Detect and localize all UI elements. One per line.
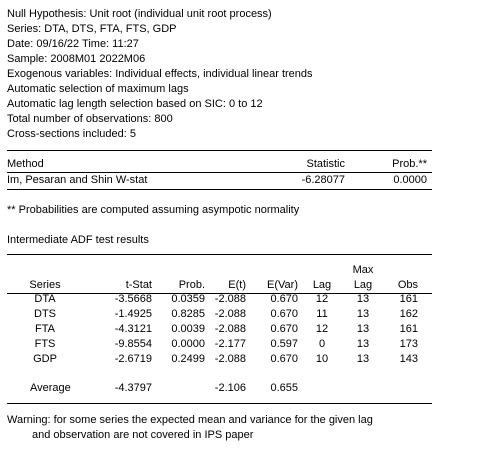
average-tstat: -4.3797 <box>114 382 152 394</box>
footnote: ** Probabilities are computed assuming a… <box>7 204 300 216</box>
col-header-et: E(t) <box>228 279 246 291</box>
warning-line: and observation are not covered in IPS p… <box>32 429 254 441</box>
table-row-tstat: -4.3121 <box>114 323 152 335</box>
table-row-obs: 161 <box>399 323 418 335</box>
table-row-evar: 0.670 <box>270 308 298 320</box>
average-label: Average <box>30 382 71 394</box>
table-row-et: -2.088 <box>214 353 246 365</box>
rule <box>7 150 432 151</box>
rule <box>7 189 432 190</box>
header-line: Exogenous variables: Individual effects,… <box>7 68 313 80</box>
header-line: Sample: 2008M01 2022M06 <box>7 53 146 65</box>
prob-value: 0.0000 <box>393 174 427 186</box>
table-row-obs: 173 <box>399 338 418 350</box>
table-row-lag: 0 <box>318 338 326 350</box>
statistic-header: Statistic <box>306 158 345 170</box>
header-line: Automatic lag length selection based on … <box>7 98 263 110</box>
table-row-lag: 11 <box>316 308 328 320</box>
table-row-lag: 12 <box>315 323 329 335</box>
table-row-lag: 10 <box>315 353 329 365</box>
rule <box>7 403 432 404</box>
rule <box>7 172 432 173</box>
table-row-obs: 162 <box>399 308 418 320</box>
header-line: Total number of observations: 800 <box>7 113 173 125</box>
table-row-prob: 0.0039 <box>171 323 205 335</box>
table-row-et: -2.177 <box>214 338 246 350</box>
col-header-evar: E(Var) <box>267 279 298 291</box>
rule <box>7 254 432 255</box>
col-header-prob: Prob. <box>178 279 205 291</box>
header-line: Automatic selection of maximum lags <box>7 83 189 95</box>
table-row-lag: 12 <box>315 293 329 305</box>
average-et: -2.106 <box>214 382 246 394</box>
col-header-maxlag-top: Max <box>352 264 374 276</box>
prob-header: Prob.** <box>392 158 427 170</box>
header-line: Null Hypothesis: Unit root (individual u… <box>7 8 272 20</box>
table-row-et: -2.088 <box>214 293 246 305</box>
header-line: Cross-sections included: 5 <box>7 128 137 140</box>
col-header-tstat: t-Stat <box>125 279 152 291</box>
warning-line: Warning: for some series the expected me… <box>7 414 373 426</box>
header-line: Date: 09/16/22 Time: 11:27 <box>7 38 139 50</box>
average-evar: 0.655 <box>270 382 298 394</box>
table-row-prob: 0.8285 <box>171 308 205 320</box>
table-row-series: FTA <box>35 323 55 335</box>
table-row-maxlag: 13 <box>356 293 370 305</box>
statistic-value: -6.28077 <box>301 174 345 186</box>
table-row-series: GDP <box>33 353 57 365</box>
table-row-evar: 0.670 <box>270 293 298 305</box>
table-row-et: -2.088 <box>214 323 246 335</box>
table-row-series: DTA <box>34 293 56 305</box>
col-header-obs: Obs <box>397 279 418 291</box>
section-title: Intermediate ADF test results <box>7 234 149 246</box>
method-name: Im, Pesaran and Shin W-stat <box>7 174 148 186</box>
table-row-obs: 143 <box>399 353 418 365</box>
col-header-maxlag-bottom: Lag <box>353 279 373 291</box>
table-row-maxlag: 13 <box>356 323 370 335</box>
table-row-tstat: -2.6719 <box>114 353 152 365</box>
table-row-maxlag: 13 <box>356 338 370 350</box>
table-row-series: FTS <box>34 338 56 350</box>
col-header-lag: Lag <box>312 279 332 291</box>
table-row-tstat: -9.8554 <box>114 338 152 350</box>
rule <box>7 293 432 294</box>
table-row-prob: 0.2499 <box>171 353 205 365</box>
col-header-series: Series <box>29 279 61 291</box>
table-row-maxlag: 13 <box>356 308 370 320</box>
table-row-evar: 0.670 <box>270 323 298 335</box>
table-row-evar: 0.670 <box>270 353 298 365</box>
table-row-obs: 161 <box>399 293 418 305</box>
table-row-prob: 0.0000 <box>171 338 205 350</box>
table-row-et: -2.088 <box>214 308 246 320</box>
table-row-prob: 0.0359 <box>171 293 205 305</box>
table-row-tstat: -3.5668 <box>114 293 152 305</box>
table-row-evar: 0.597 <box>270 338 298 350</box>
method-header: Method <box>7 158 44 170</box>
table-row-series: DTS <box>34 308 56 320</box>
header-line: Series: DTA, DTS, FTA, FTS, GDP <box>7 23 177 35</box>
table-row-tstat: -1.4925 <box>114 308 152 320</box>
table-row-maxlag: 13 <box>356 353 370 365</box>
